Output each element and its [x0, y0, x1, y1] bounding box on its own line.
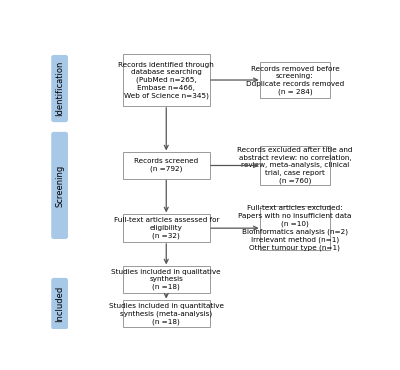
FancyBboxPatch shape	[51, 278, 68, 329]
FancyBboxPatch shape	[123, 300, 210, 327]
Text: Records excluded after title and
abstract review: no correlation,
review, meta-a: Records excluded after title and abstrac…	[237, 147, 353, 184]
FancyBboxPatch shape	[123, 54, 210, 106]
Text: Studies included in qualitative
synthesis
(n =18): Studies included in qualitative synthesi…	[112, 269, 221, 290]
FancyBboxPatch shape	[51, 132, 68, 239]
FancyBboxPatch shape	[51, 55, 68, 122]
FancyBboxPatch shape	[260, 146, 330, 185]
Text: Records identified through
database searching
(PubMed n=265,
Embase n=466,
Web o: Records identified through database sear…	[118, 61, 214, 98]
FancyBboxPatch shape	[260, 62, 330, 98]
FancyBboxPatch shape	[123, 214, 210, 242]
Text: Records screened
(n =792): Records screened (n =792)	[134, 158, 198, 172]
Text: Full-text articles excluded:
Papers with no insufficient data
(n =10)
Bioinforma: Full-text articles excluded: Papers with…	[238, 205, 352, 251]
Text: Full-text articles assessed for
eligibility
(n =32): Full-text articles assessed for eligibil…	[114, 218, 219, 239]
FancyBboxPatch shape	[123, 266, 210, 293]
Text: Studies included in quantitative
synthesis (meta-analysis)
(n =18): Studies included in quantitative synthes…	[109, 303, 224, 324]
FancyBboxPatch shape	[123, 152, 210, 179]
Text: Identification: Identification	[55, 61, 64, 116]
Text: Included: Included	[55, 286, 64, 322]
Text: Records removed before
screening:
Duplicate records removed
(n = 284): Records removed before screening: Duplic…	[246, 65, 344, 94]
Text: Screening: Screening	[55, 164, 64, 206]
FancyBboxPatch shape	[260, 206, 330, 250]
